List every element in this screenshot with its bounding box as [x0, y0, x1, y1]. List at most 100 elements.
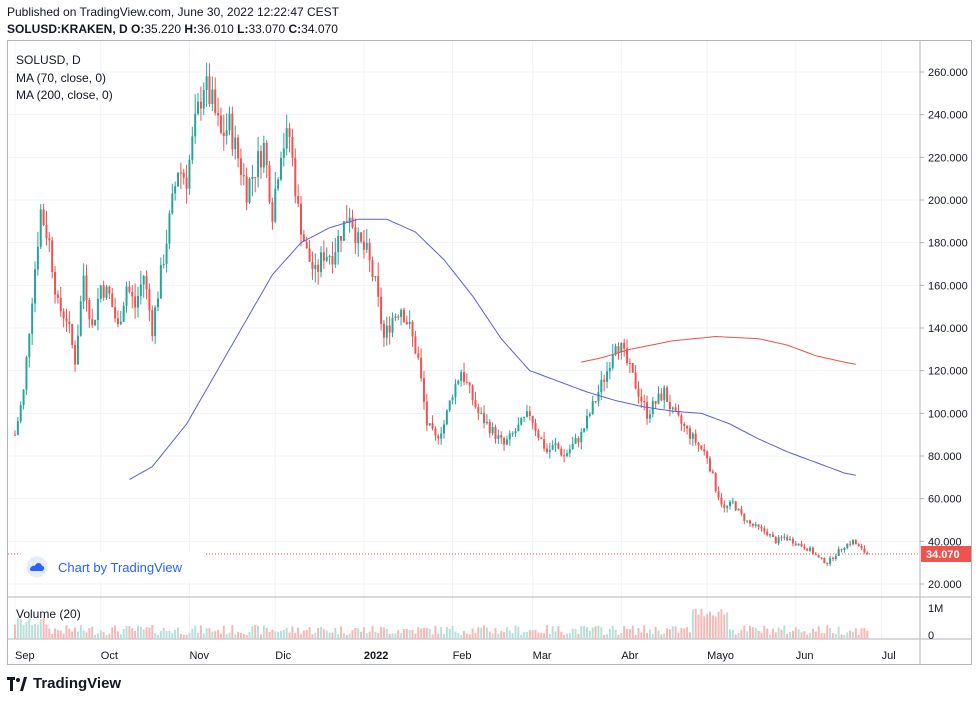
volume-bar: [537, 632, 540, 639]
candle-body: [560, 448, 563, 456]
volume-bar: [99, 630, 102, 639]
volume-bar: [202, 633, 205, 639]
volume-bar: [508, 630, 511, 639]
volume-bar: [234, 634, 237, 639]
volume-bar: [451, 625, 454, 639]
candle-body: [443, 424, 445, 434]
candle-body: [543, 439, 546, 449]
volume-bar: [217, 629, 220, 639]
volume-bar: [606, 634, 609, 639]
volume-bar: [691, 609, 694, 639]
volume-bar: [36, 624, 39, 639]
candle-body: [634, 372, 637, 389]
volume-bar: [142, 629, 145, 639]
volume-bar: [646, 632, 649, 639]
volume-bar: [814, 631, 817, 639]
candle-body: [94, 319, 97, 326]
last-price-label: 34.070: [926, 549, 960, 561]
volume-bar: [205, 627, 208, 639]
candle-body: [468, 382, 471, 386]
candle-body: [617, 346, 620, 353]
candle-body: [760, 526, 763, 529]
volume-bar: [794, 627, 797, 639]
volume-bar: [460, 634, 463, 639]
candle-body: [711, 471, 714, 474]
candle-body: [128, 286, 131, 292]
volume-bar: [177, 627, 180, 639]
candle-body: [59, 297, 62, 312]
candle-body: [749, 520, 752, 524]
volume-bar: [377, 632, 380, 639]
ma200-line: [581, 335, 856, 365]
candle-body: [780, 537, 783, 539]
candle-body: [205, 76, 208, 90]
volume-bar: [188, 632, 191, 639]
price-chart[interactable]: 260.000 240.000 220.000 200.000 180.000 160.0…: [8, 41, 971, 664]
candle-body: [583, 428, 586, 432]
volume-bar: [31, 625, 34, 639]
volume-bar: [351, 630, 354, 639]
volume-bar: [308, 627, 311, 639]
candle-body: [357, 232, 360, 244]
volume-bar: [14, 624, 16, 639]
candle-body: [114, 307, 117, 319]
candle-body: [291, 137, 294, 158]
candle-body: [45, 224, 48, 239]
volume-bar: [534, 629, 537, 639]
volume-bar: [322, 629, 325, 639]
volume-bar: [471, 628, 474, 639]
price-tick-label: 120.000: [928, 366, 968, 378]
candle-body: [368, 242, 371, 261]
volume-bar: [51, 634, 54, 639]
volume-bar: [357, 628, 360, 639]
volume-bar: [863, 628, 866, 639]
candle-body: [294, 157, 297, 197]
volume-bar: [259, 634, 262, 639]
candle-body: [840, 549, 843, 551]
volume-bar: [694, 608, 697, 639]
volume-bar: [631, 625, 634, 639]
candle-body: [302, 234, 305, 242]
candle-body: [694, 433, 697, 443]
volume-bar: [523, 632, 526, 639]
candle-body: [82, 275, 85, 302]
candle-body: [666, 387, 669, 402]
candle-body: [451, 397, 454, 401]
volume-bar: [42, 617, 45, 639]
price-tick-label: 140.000: [928, 323, 968, 335]
volume-bar: [171, 633, 174, 639]
volume-bar: [85, 632, 88, 639]
candle-body: [860, 546, 863, 549]
footer-brand[interactable]: TradingView: [7, 675, 121, 692]
volume-bar: [262, 625, 265, 639]
chart-container[interactable]: 260.000 240.000 220.000 200.000 180.000 160.0…: [7, 40, 972, 665]
candle-body: [228, 113, 231, 131]
volume-bar: [494, 627, 497, 639]
candle-body: [674, 407, 677, 411]
candle-body: [726, 506, 729, 508]
candle-body: [654, 401, 657, 404]
volume-bar: [714, 616, 717, 639]
volume-bar: [408, 629, 411, 639]
chart-by-tradingview[interactable]: Chart by TradingView: [20, 552, 206, 582]
volume-bar: [851, 631, 854, 639]
candle-body: [397, 316, 400, 318]
volume-bar: [531, 630, 534, 639]
candle-body: [25, 357, 28, 390]
symbol-label: SOLUSD:KRAKEN, D: [7, 22, 128, 36]
volume-bar: [425, 627, 428, 639]
candle-body: [434, 428, 437, 436]
volume-bar: [194, 625, 197, 639]
candle-body: [683, 423, 686, 427]
candle-body: [337, 236, 340, 253]
volume-bar: [648, 629, 651, 639]
candle-body: [268, 165, 271, 203]
candle-body: [42, 209, 45, 225]
candle-body: [700, 445, 703, 450]
candle-body: [142, 275, 145, 285]
tradingview-logo-icon: [7, 676, 27, 691]
volume-bar: [803, 631, 806, 639]
candle-body: [254, 176, 257, 178]
time-tick-label: Mar: [533, 650, 552, 662]
candle-body: [565, 453, 568, 456]
